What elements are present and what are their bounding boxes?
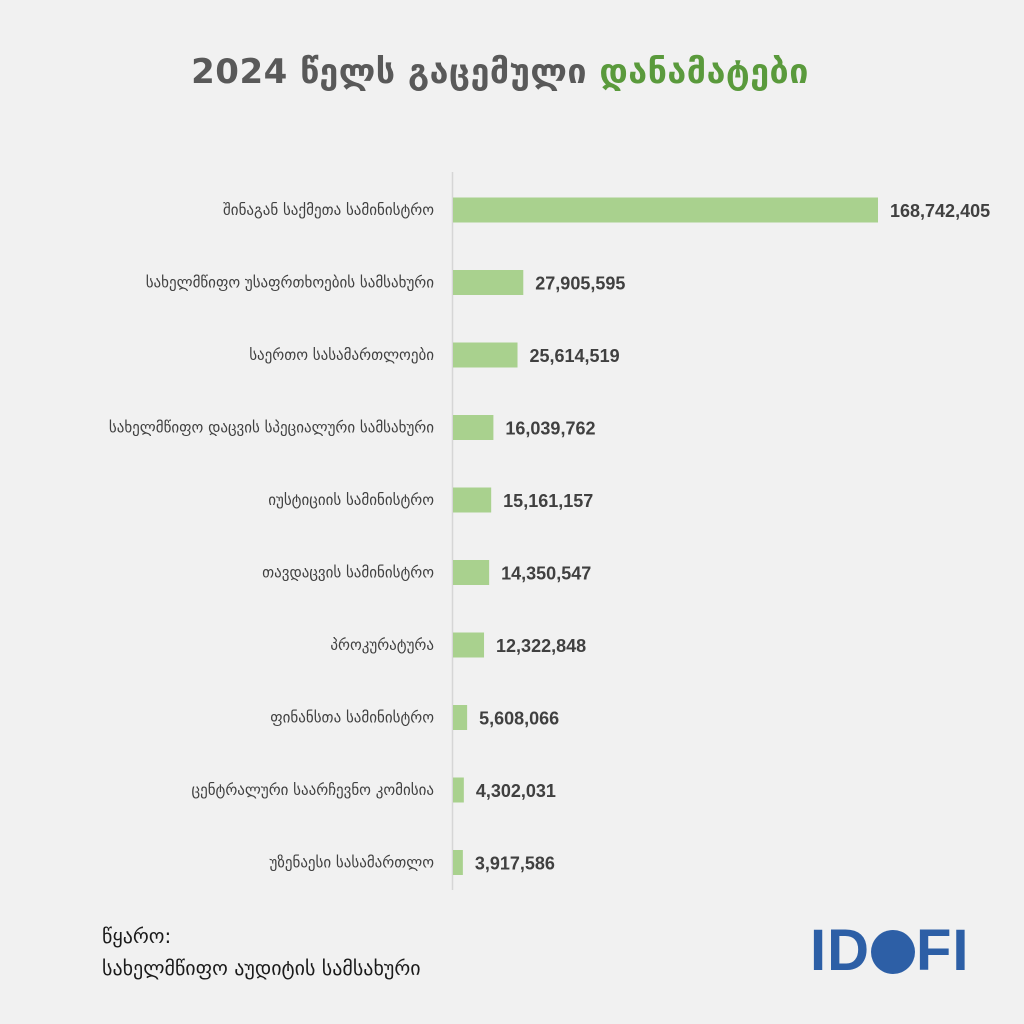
bar bbox=[453, 632, 485, 658]
chart-title: 2024 წელს გაცემული დანამატები bbox=[0, 52, 1000, 92]
data-label: 168,742,405 bbox=[890, 201, 990, 221]
idfi-logo: ID FI bbox=[810, 922, 970, 980]
source-block: წყარო: სახელმწიფო აუდიტის სამსახური bbox=[102, 920, 421, 984]
data-label: 15,161,157 bbox=[503, 491, 593, 511]
bar-chart: შინაგან საქმეთა სამინისტრო 168,742,405 სახ… bbox=[109, 172, 990, 890]
source-name: სახელმწიფო აუდიტის სამსახური bbox=[102, 956, 421, 980]
data-label: 12,322,848 bbox=[496, 636, 586, 656]
globe-icon bbox=[871, 930, 915, 974]
bar bbox=[453, 197, 878, 223]
category-label: იუსტიციის სამინისტრო bbox=[268, 491, 434, 509]
bar bbox=[453, 705, 468, 730]
bar bbox=[453, 415, 494, 440]
bar bbox=[453, 270, 524, 295]
source-label: წყარო: bbox=[102, 924, 172, 948]
bar bbox=[453, 560, 490, 585]
data-label: 5,608,066 bbox=[479, 709, 559, 729]
category-label: შინაგან საქმეთა სამინისტრო bbox=[223, 201, 434, 219]
chart-title-accent: დანამატები bbox=[599, 52, 809, 92]
bar bbox=[453, 850, 463, 875]
data-label: 25,614,519 bbox=[530, 346, 620, 366]
data-label: 27,905,595 bbox=[535, 274, 625, 294]
category-label: პროკურატურა bbox=[330, 636, 434, 654]
category-label: საერთო სასამართლოები bbox=[249, 346, 434, 364]
bar bbox=[453, 487, 492, 513]
data-label: 16,039,762 bbox=[505, 419, 595, 439]
category-label: ცენტრალური საარჩევნო კომისია bbox=[192, 781, 434, 799]
category-label: უზენაესი სასამართლო bbox=[270, 854, 435, 872]
chart-title-main: 2024 წელს გაცემული bbox=[191, 52, 588, 92]
category-label: სახელმწიფო დაცვის სპეციალური სამსახური bbox=[109, 419, 434, 437]
category-label: სახელმწიფო უსაფრთხოების სამსახური bbox=[146, 274, 435, 292]
bar bbox=[453, 777, 464, 803]
category-label: თავდაცვის სამინისტრო bbox=[262, 564, 434, 582]
logo-text-left: ID bbox=[810, 918, 870, 983]
logo-text-right: FI bbox=[916, 918, 970, 983]
data-label: 4,302,031 bbox=[476, 781, 556, 801]
data-label: 3,917,586 bbox=[475, 854, 555, 874]
bar bbox=[453, 342, 518, 368]
category-label: ფინანსთა სამინისტრო bbox=[270, 709, 434, 727]
data-label: 14,350,547 bbox=[501, 564, 591, 584]
